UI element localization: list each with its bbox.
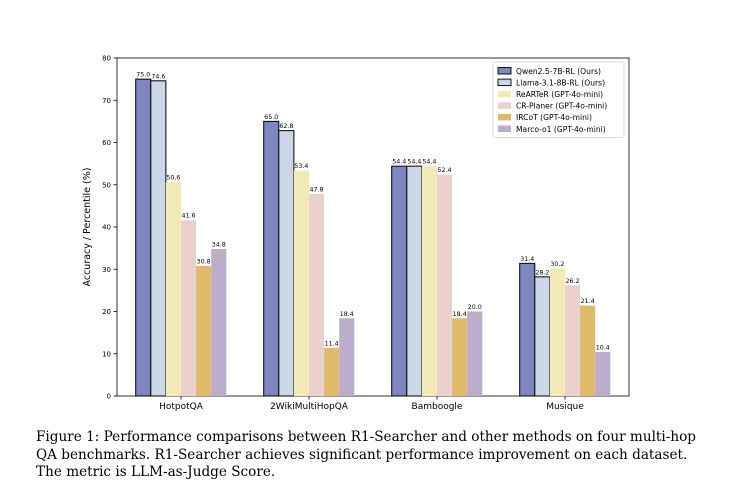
bar-data-label: 54.4 <box>407 159 421 166</box>
bar <box>324 347 340 396</box>
bar <box>437 174 453 396</box>
bar <box>549 268 565 396</box>
legend-box <box>492 61 625 138</box>
bar-data-label: 65.0 <box>264 114 278 121</box>
bar-data-label: 18.4 <box>453 311 467 318</box>
bar <box>339 318 355 396</box>
bar-data-label: 62.8 <box>279 123 293 130</box>
bar-data-label: 50.6 <box>166 175 180 182</box>
figure-caption: Figure 1: Performance comparisons betwee… <box>36 429 696 480</box>
y-tick-label: 20 <box>102 308 111 316</box>
x-tick-label: HotpotQA <box>159 402 204 412</box>
bar-data-label: 20.0 <box>468 304 482 311</box>
bar <box>565 285 581 396</box>
x-tick-label: Musique <box>546 402 584 412</box>
bar-data-label: 41.6 <box>182 213 196 220</box>
bar-data-label: 18.4 <box>340 311 354 318</box>
y-tick-label: 50 <box>102 181 111 189</box>
legend-swatch <box>498 113 511 121</box>
bar <box>263 120 280 397</box>
bar <box>165 182 181 396</box>
x-tick-label: 2WikiMultiHopQA <box>270 402 349 412</box>
bar-data-label: 74.6 <box>151 73 165 80</box>
bar-data-label: 34.8 <box>212 241 226 248</box>
bar <box>293 170 309 396</box>
legend-label: CR-Planer (GPT-4o-mini) <box>516 102 607 111</box>
bar-data-label: 10.4 <box>596 345 610 352</box>
y-tick-label: 70 <box>102 97 111 105</box>
legend-swatch <box>498 102 511 109</box>
bar-data-label: 53.4 <box>294 163 308 170</box>
legend-label: Qwen2.5-7B-RL (Ours) <box>516 67 601 76</box>
bar <box>391 165 408 397</box>
bar-data-label: 30.2 <box>550 261 564 268</box>
bar-data-label: 28.2 <box>535 269 549 276</box>
bar-chart: 0 10 20 30 40 50 60 70 80 Accuracy / Percentile (… <box>82 55 630 412</box>
bar-data-label: 47.8 <box>310 187 324 194</box>
bar <box>406 165 423 397</box>
y-tick-label: 0 <box>107 393 111 401</box>
bar <box>211 248 227 396</box>
y-tick-label: 10 <box>102 350 111 358</box>
bar-data-label: 31.4 <box>520 256 534 263</box>
x-tick-label: Bamboogle <box>412 402 463 412</box>
bar <box>452 318 468 396</box>
bar <box>534 276 551 397</box>
bar <box>519 262 536 397</box>
bar <box>467 311 483 396</box>
y-tick-label: 60 <box>102 139 111 147</box>
y-axis-label: Accuracy / Percentile (%) <box>82 168 93 287</box>
legend-label: Marco-o1 (GPT-4o-mini) <box>516 125 606 134</box>
bar <box>580 305 596 396</box>
bar-data-label: 30.8 <box>197 258 211 265</box>
legend-swatch <box>497 67 512 75</box>
bar-data-label: 52.4 <box>438 167 452 174</box>
legend-label: IRCoT (GPT-4o-mini) <box>516 113 592 122</box>
bar-data-label: 21.4 <box>581 298 595 305</box>
bar <box>595 352 611 396</box>
bar-data-label: 54.4 <box>422 159 436 166</box>
legend-label: ReARTeR (GPT-4o-mini) <box>516 90 603 99</box>
bar <box>196 265 212 396</box>
bar-data-label: 54.4 <box>392 159 406 166</box>
bar-data-label: 26.2 <box>566 278 580 285</box>
bar <box>278 130 295 397</box>
bar <box>309 194 325 396</box>
y-tick-label: 30 <box>102 266 111 274</box>
bar <box>181 220 197 396</box>
legend-swatch <box>497 78 512 87</box>
legend-swatch <box>498 90 511 98</box>
bar-data-label: 75.0 <box>136 72 150 79</box>
chart-container: 0 10 20 30 40 50 60 70 80 Accuracy / Percentile (… <box>82 55 630 412</box>
y-tick-label: 80 <box>102 55 111 63</box>
bar <box>135 78 152 397</box>
bar <box>150 80 167 397</box>
legend-label: Llama-3.1-8B-RL (Ours) <box>516 78 605 87</box>
bar <box>421 166 437 396</box>
y-tick-label: 40 <box>102 224 111 232</box>
legend-swatch <box>498 125 511 132</box>
bar-data-label: 11.4 <box>325 340 339 347</box>
